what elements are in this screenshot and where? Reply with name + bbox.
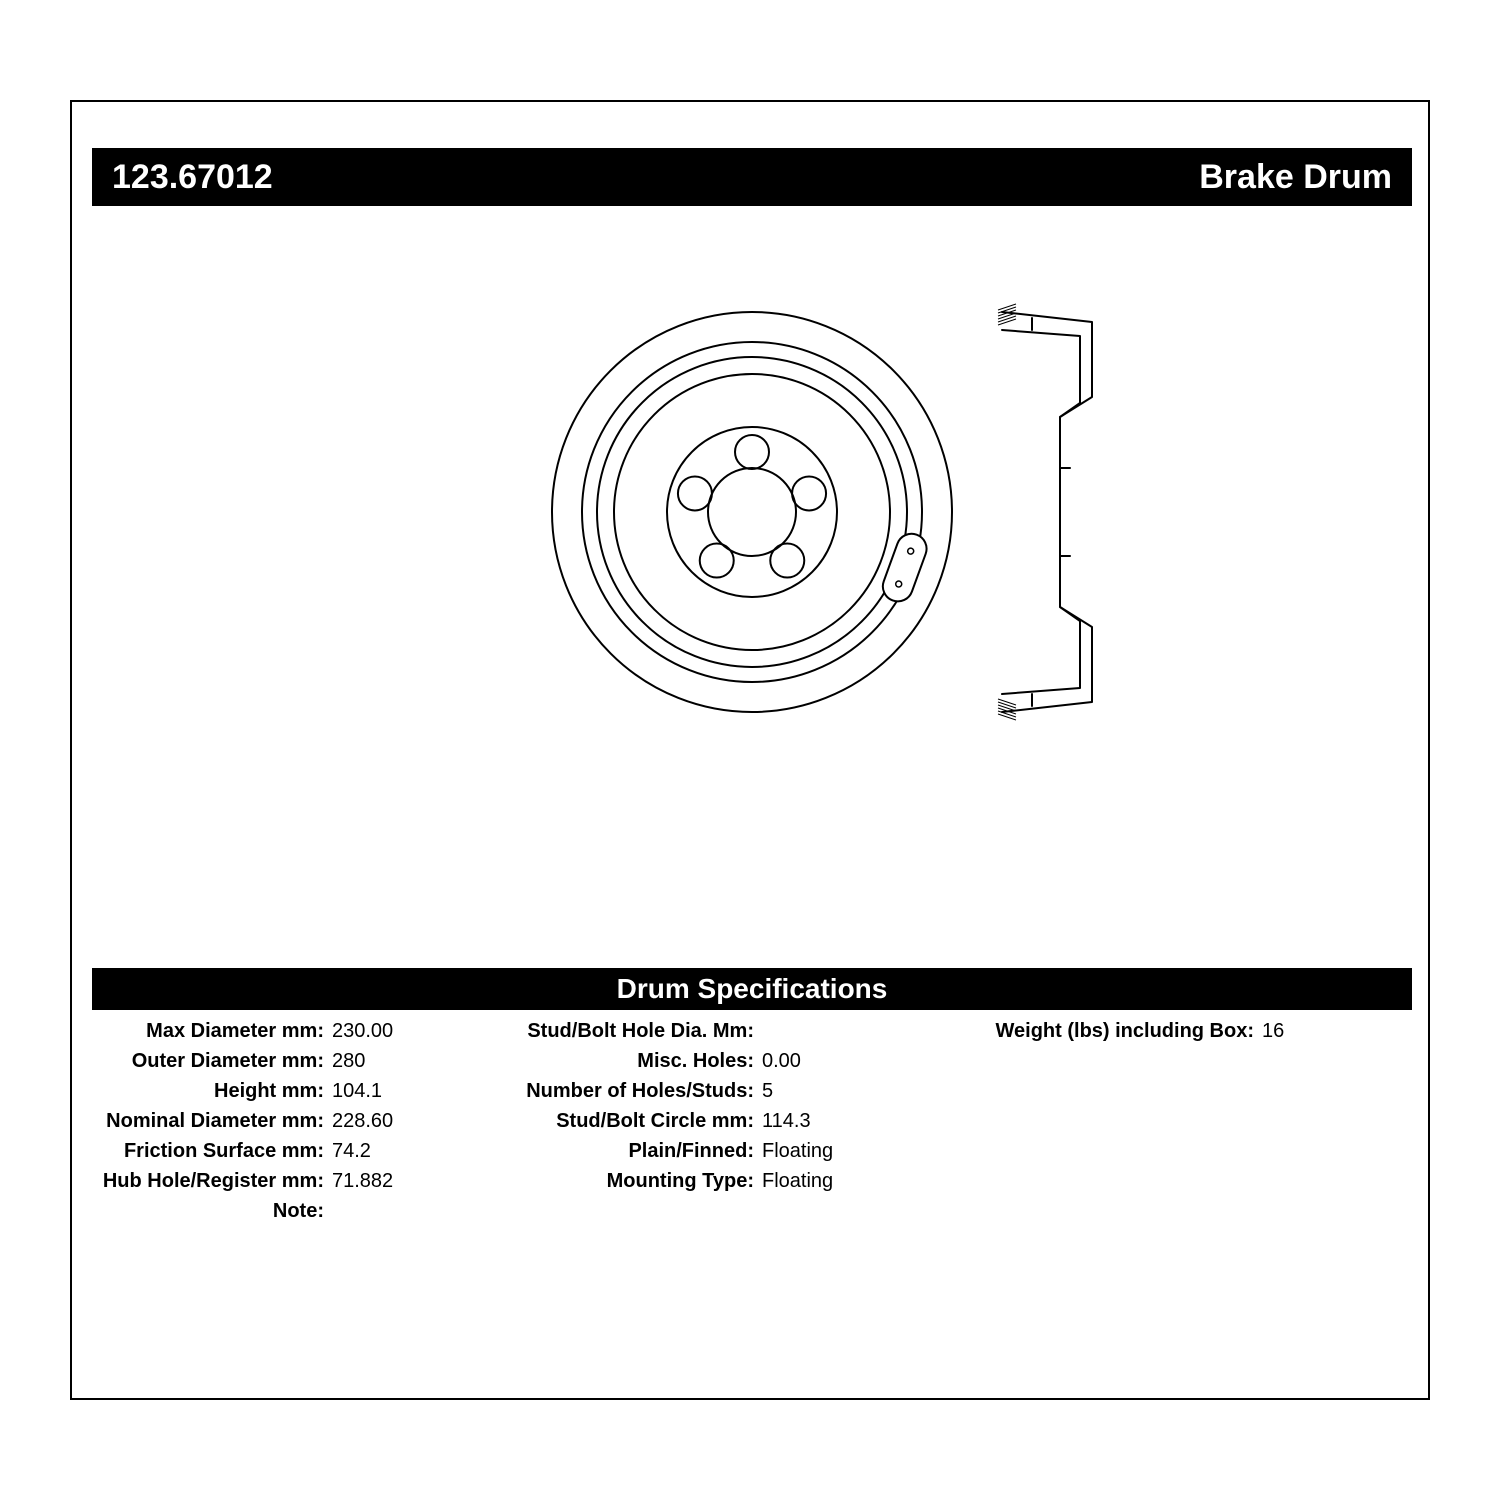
spec-label: Mounting Type: — [512, 1170, 762, 1193]
spec-row: Plain/Finned:Floating — [512, 1140, 972, 1170]
note-label: Note: — [92, 1200, 332, 1223]
spec-section-header: Drum Specifications — [92, 968, 1412, 1010]
diagram-area — [72, 232, 1432, 832]
spec-row: Number of Holes/Studs:5 — [512, 1080, 972, 1110]
spec-value: 5 — [762, 1080, 773, 1103]
spec-row: Hub Hole/Register mm:71.882 — [92, 1170, 512, 1200]
spec-col-2: Stud/Bolt Hole Dia. Mm:Misc. Holes:0.00N… — [512, 1020, 972, 1230]
spec-row: Mounting Type:Floating — [512, 1170, 972, 1200]
spec-label: Weight (lbs) including Box: — [972, 1020, 1262, 1043]
spec-value: 280 — [332, 1050, 365, 1073]
header-bar: 123.67012 Brake Drum — [92, 148, 1412, 206]
spec-value: 104.1 — [332, 1080, 382, 1103]
spec-label: Plain/Finned: — [512, 1140, 762, 1163]
spec-row: Nominal Diameter mm:228.60 — [92, 1110, 512, 1140]
spec-label: Friction Surface mm: — [92, 1140, 332, 1163]
spec-table: Max Diameter mm:230.00Outer Diameter mm:… — [92, 1020, 1412, 1230]
spec-value: 74.2 — [332, 1140, 371, 1163]
spec-row: Max Diameter mm:230.00 — [92, 1020, 512, 1050]
spec-row: Height mm:104.1 — [92, 1080, 512, 1110]
spec-row: Weight (lbs) including Box:16 — [972, 1020, 1412, 1050]
spec-value: 114.3 — [762, 1110, 811, 1133]
spec-label: Height mm: — [92, 1080, 332, 1103]
note-row: Note: — [92, 1200, 512, 1230]
spec-label: Misc. Holes: — [512, 1050, 762, 1073]
spec-label: Stud/Bolt Circle mm: — [512, 1110, 762, 1133]
spec-value: 71.882 — [332, 1170, 393, 1193]
spec-row: Stud/Bolt Hole Dia. Mm: — [512, 1020, 972, 1050]
spec-row: Stud/Bolt Circle mm:114.3 — [512, 1110, 972, 1140]
spec-value: 16 — [1262, 1020, 1284, 1043]
spec-row: Misc. Holes:0.00 — [512, 1050, 972, 1080]
spec-label: Number of Holes/Studs: — [512, 1080, 762, 1103]
spec-value: 230.00 — [332, 1020, 393, 1043]
spec-value: 228.60 — [332, 1110, 393, 1133]
spec-label: Outer Diameter mm: — [92, 1050, 332, 1073]
brake-drum-diagram — [282, 232, 1222, 792]
spec-label: Hub Hole/Register mm: — [92, 1170, 332, 1193]
spec-label: Stud/Bolt Hole Dia. Mm: — [512, 1020, 762, 1043]
part-title: Brake Drum — [1199, 158, 1392, 197]
spec-value: Floating — [762, 1140, 833, 1163]
spec-sheet-page: 123.67012 Brake Drum Drum Specifications… — [70, 100, 1430, 1400]
spec-col-3: Weight (lbs) including Box:16 — [972, 1020, 1412, 1230]
spec-label: Nominal Diameter mm: — [92, 1110, 332, 1133]
spec-col-1: Max Diameter mm:230.00Outer Diameter mm:… — [92, 1020, 512, 1230]
spec-row: Outer Diameter mm:280 — [92, 1050, 512, 1080]
spec-label: Max Diameter mm: — [92, 1020, 332, 1043]
spec-value: Floating — [762, 1170, 833, 1193]
spec-row: Friction Surface mm:74.2 — [92, 1140, 512, 1170]
part-number: 123.67012 — [112, 158, 273, 197]
spec-value: 0.00 — [762, 1050, 801, 1073]
